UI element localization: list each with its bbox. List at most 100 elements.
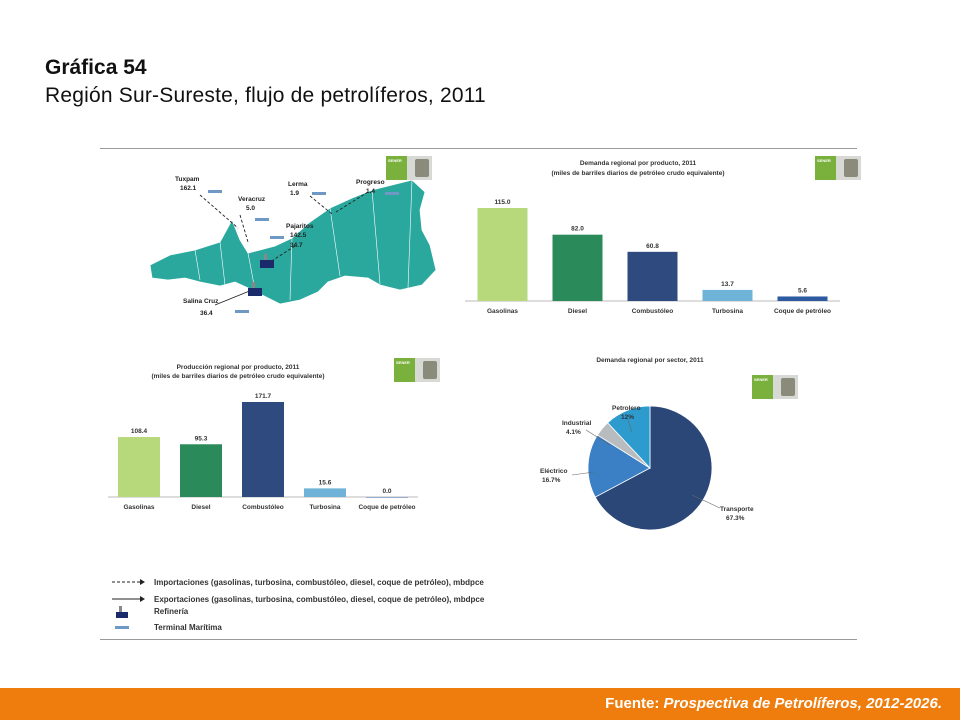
demand-by-product-chart: Demanda regional por producto, 2011 (mil… (465, 160, 840, 315)
bar-value-label: 171.7 (255, 393, 272, 400)
terminal-icon (270, 236, 284, 239)
category-label: Gasolinas (487, 308, 518, 315)
bar (702, 289, 753, 301)
bar-value-label: 5.6 (798, 287, 807, 294)
slice-value: 4.1% (566, 429, 581, 436)
terminal-icon (110, 621, 146, 633)
veracruz-import-arrow (239, 214, 249, 243)
bar (477, 208, 528, 301)
bar-value-label: 82.0 (571, 226, 584, 233)
place-name: Progreso (356, 179, 385, 186)
place-name: Veracruz (238, 196, 266, 203)
refinery-icon (248, 282, 262, 296)
category-label: Gasolinas (123, 504, 154, 511)
place-value: 142.5 (290, 232, 307, 239)
chart-subtitle: Región Sur-Sureste, flujo de petrolífero… (45, 84, 486, 107)
demand-by-sector-chart: Demanda regional por sector, 2011 Petrol… (540, 357, 754, 531)
salina-cruz-export-arrow (214, 289, 253, 306)
bar-value-label: 0.0 (382, 488, 391, 495)
place-value: 1.9 (290, 190, 299, 197)
category-label: Diesel (568, 308, 587, 315)
slice-label: Petrolero (612, 405, 641, 412)
legend-item-refinery: Refinería (110, 605, 189, 618)
bar (777, 296, 828, 301)
category-label: Coque de petróleo (358, 504, 415, 511)
bar-value-label: 15.6 (319, 479, 332, 486)
bar-value-label: 95.3 (195, 435, 208, 442)
production-by-product-chart: Producción regional por producto, 2011 (… (108, 364, 418, 511)
region-shape (149, 179, 437, 305)
sener-logo: SENER (394, 358, 440, 382)
bar (118, 437, 160, 497)
legend-label: Importaciones (gasolinas, turbosina, com… (154, 577, 484, 587)
title-block: Gráfica 54 Región Sur-Sureste, flujo de … (45, 55, 486, 111)
bar-value-label: 115.0 (495, 199, 511, 206)
region-map: Tuxpam 162.1 Veracruz 5.0 Lerma 1.9 Prog… (149, 176, 437, 317)
category-label: Coque de petróleo (774, 308, 831, 315)
bar (180, 444, 222, 497)
category-label: Combustóleo (632, 308, 674, 315)
place-value: 36.4 (200, 310, 213, 317)
pie-slice (607, 405, 651, 470)
place-value: 162.1 (180, 185, 197, 192)
top-divider (100, 148, 857, 149)
legend-item-exports: Exportaciones (gasolinas, turbosina, com… (110, 593, 484, 605)
footer-bar: Fuente: Prospectiva de Petrolíferos, 201… (0, 688, 960, 720)
slice-value: 16.7% (542, 477, 561, 484)
sener-logo: SENER (386, 156, 432, 180)
terminal-icon (255, 218, 269, 221)
bar (552, 234, 603, 301)
place-value-secondary: 34.7 (290, 242, 303, 249)
chart-subtitle: (miles de barriles diarios de petróleo c… (151, 373, 324, 380)
terminal-icon (385, 192, 399, 195)
bar (304, 488, 346, 497)
place-value: 1.4 (366, 188, 375, 195)
chart-title: Producción regional por producto, 2011 (177, 364, 300, 371)
slice-label: Industrial (562, 420, 591, 427)
pie-slice (587, 434, 651, 498)
tuxpam-import-arrow (199, 194, 239, 229)
terminal-icon (208, 190, 222, 193)
place-name: Lerma (288, 181, 308, 188)
slice-value: 67.3% (726, 515, 745, 522)
category-label: Turbosina (712, 308, 743, 315)
slice-value: 12% (621, 414, 634, 421)
chart-subtitle: (miles de barriles diarios de petróleo c… (551, 170, 724, 177)
region-map-panel: Tuxpam 162.1 Veracruz 5.0 Lerma 1.9 Prog… (140, 150, 440, 330)
place-name: Tuxpam (175, 176, 200, 183)
category-label: Combustóleo (242, 504, 284, 511)
refinery-icon (110, 605, 146, 618)
legend-label: Terminal Marítima (154, 622, 222, 632)
bottom-divider (100, 639, 857, 640)
legend-item-terminal: Terminal Marítima (110, 621, 222, 633)
terminal-icon (312, 192, 326, 195)
legend-item-imports: Importaciones (gasolinas, turbosina, com… (110, 576, 484, 588)
place-name: Pajaritos (286, 223, 314, 230)
slice-label: Eléctrico (540, 468, 567, 475)
sener-logo: SENER (752, 375, 798, 399)
progreso-import-arrow (335, 191, 369, 213)
chart-number: Gráfica 54 (45, 56, 147, 79)
sener-logo: SENER (815, 156, 861, 180)
dashed-arrow-icon (110, 576, 146, 588)
bar (366, 497, 408, 498)
chart-title: Demanda regional por sector, 2011 (596, 357, 704, 364)
solid-arrow-icon (110, 593, 146, 605)
footer-source: Fuente: Prospectiva de Petrolíferos, 201… (605, 695, 942, 712)
refinery-icon (260, 254, 274, 268)
bar-value-label: 108.4 (131, 428, 148, 435)
bar (627, 251, 678, 301)
bar-value-label: 13.7 (721, 281, 734, 288)
footer-label: Fuente: (605, 695, 660, 712)
place-name: Salina Cruz (183, 298, 219, 305)
terminal-icon (235, 310, 249, 313)
bar-value-label: 60.8 (646, 243, 659, 250)
slice-label: Transporte (720, 506, 754, 513)
legend-label: Exportaciones (gasolinas, turbosina, com… (154, 594, 485, 604)
footer-source-title: Prospectiva de Petrolíferos, 2012-2026. (663, 695, 942, 712)
place-value: 5.0 (246, 205, 255, 212)
chart-title: Demanda regional por producto, 2011 (580, 160, 697, 167)
legend-label: Refinería (154, 606, 189, 616)
category-label: Diesel (191, 504, 210, 511)
bar (242, 402, 284, 497)
